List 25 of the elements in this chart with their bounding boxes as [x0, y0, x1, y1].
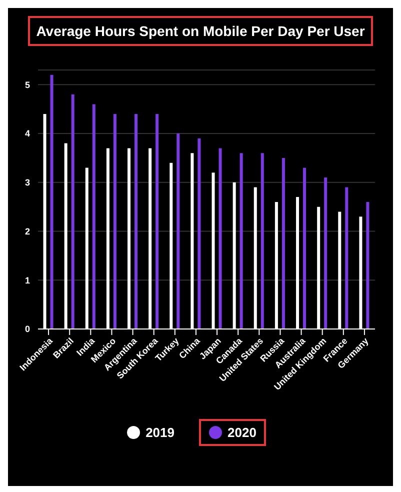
bar	[324, 178, 328, 329]
bar	[218, 148, 222, 329]
y-tick-label: 5	[24, 80, 30, 90]
y-tick-label: 3	[24, 178, 30, 188]
bar	[71, 94, 74, 329]
y-tick-label: 1	[24, 275, 30, 286]
bar	[345, 187, 348, 329]
bar	[50, 74, 54, 329]
bar	[92, 104, 96, 329]
bar	[134, 114, 138, 329]
legend-label: 2020	[228, 425, 256, 440]
bar	[198, 138, 201, 329]
y-tick-label: 2	[24, 226, 30, 236]
y-tick-label: 4	[24, 128, 30, 139]
bar	[260, 153, 264, 329]
bar	[240, 153, 243, 329]
bar	[156, 114, 159, 329]
bar	[282, 158, 285, 329]
bar	[366, 202, 370, 329]
y-tick-label: 0	[24, 324, 30, 334]
chart-title: Average Hours Spent on Mobile Per Day Per User	[28, 16, 373, 46]
bar	[113, 114, 116, 329]
bar	[303, 168, 306, 329]
legend-label: 2019	[146, 425, 174, 440]
bar	[176, 134, 180, 329]
